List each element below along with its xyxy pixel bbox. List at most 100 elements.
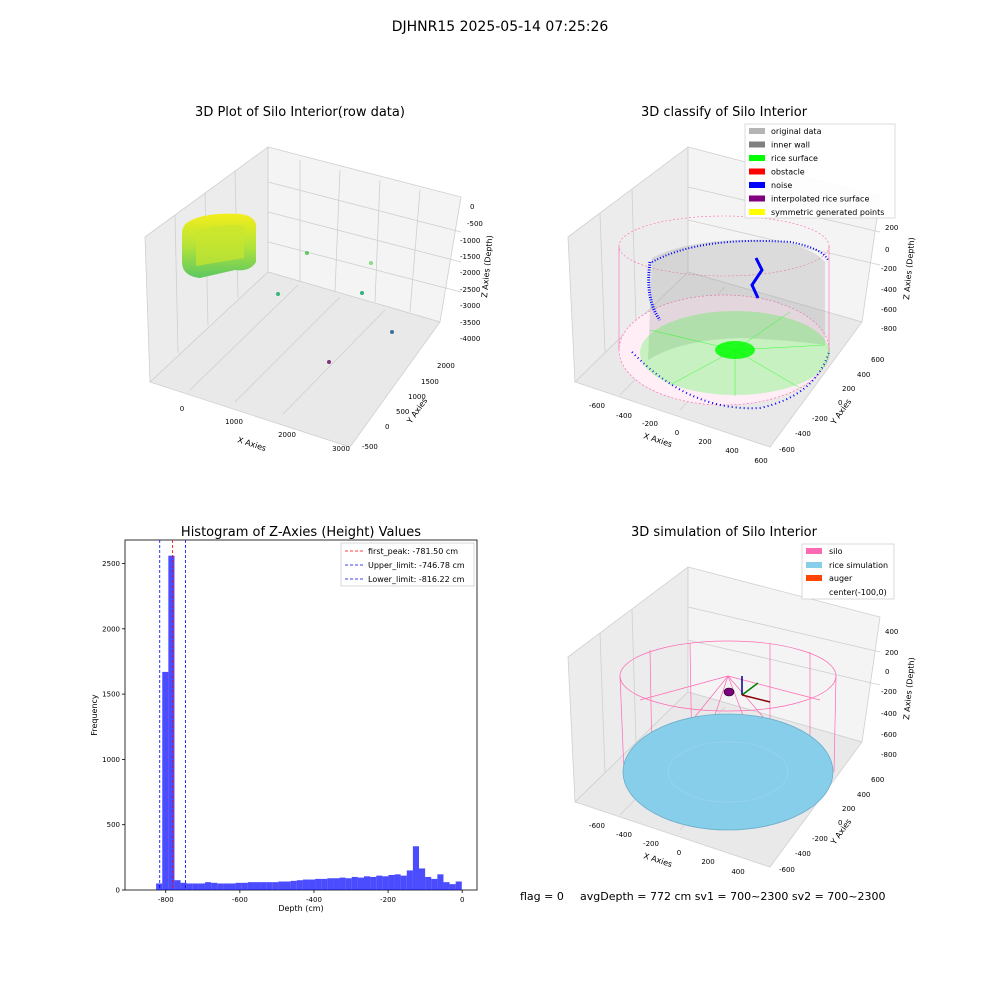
histogram-y-ticks: 0 500 1000 1500 2000 2500 (102, 560, 125, 895)
histogram-bar (321, 878, 328, 890)
simulation-x-tick: -200 (643, 840, 659, 848)
histogram-bar (431, 878, 438, 890)
histogram-bar (284, 881, 291, 890)
raw-z-tick: -1000 (460, 237, 480, 245)
legend-entry-inner-wall: inner wall (749, 141, 810, 150)
classify-x-tick: 600 (754, 457, 767, 465)
raw-x-label: X Axies (236, 435, 267, 453)
histogram-x-ticks: -800 -600 -400 -200 0 (158, 890, 464, 904)
raw-x-tick: 3000 (332, 445, 350, 453)
legend-label: auger (829, 574, 853, 583)
histogram-bar (449, 884, 456, 890)
classify-legend: original data inner wall rice surface ob… (744, 123, 896, 219)
histogram-bar (370, 876, 377, 890)
simulation-x-tick: 400 (731, 868, 744, 876)
histogram-bar (382, 876, 389, 890)
legend-entry-noise: noise (749, 181, 792, 190)
histogram-bar (290, 880, 297, 890)
histogram-bar (186, 883, 193, 890)
simulation-x-tick: 200 (701, 858, 714, 866)
classify-y-tick: 0 (838, 399, 842, 407)
legend-label: interpolated rice surface (771, 195, 869, 204)
histogram-x-tick-label: -800 (158, 896, 174, 904)
histogram-x-label: Depth (cm) (278, 904, 323, 913)
classify-y-tick: -400 (795, 430, 811, 438)
histogram-bar (308, 879, 316, 890)
simulation-3d-panel: 3D simulation of Silo Interior (567, 525, 916, 876)
legend-entry-symmetric: symmetric generated points (749, 208, 884, 217)
histogram-bar (180, 882, 187, 890)
classify-y-tick: 400 (857, 371, 870, 379)
raw-y-tick: -500 (362, 443, 378, 451)
simulation-z-tick: 0 (885, 668, 889, 676)
legend-label: obstacle (771, 168, 805, 177)
raw-z-label: Z Axies (Depth) (480, 235, 494, 298)
classify-x-tick: 400 (725, 447, 738, 455)
legend-label: rice simulation (829, 561, 888, 570)
histogram-bar (327, 878, 334, 890)
histogram-bar (406, 870, 413, 890)
histogram-bar (223, 883, 230, 890)
classify-z-ticks: 200 0 -200 -400 -600 -800 (881, 224, 898, 333)
raw-z-tick: -4000 (460, 335, 480, 343)
classify-x-tick: 0 (675, 429, 679, 437)
histogram-bar (302, 879, 309, 890)
raw-3d-box (144, 146, 462, 448)
legend-entry-lower-limit: Lower_limit: -816.22 cm (345, 575, 465, 584)
histogram-bar (174, 880, 181, 890)
simulation-z-tick: 200 (885, 649, 898, 657)
simulation-y-tick: 200 (842, 805, 855, 813)
raw-plot-title: 3D Plot of Silo Interior(row data) (195, 105, 405, 120)
classify-y-tick: 600 (871, 356, 884, 364)
simulation-auger (723, 676, 771, 703)
classify-x-tick: -600 (589, 402, 605, 410)
legend-label: inner wall (771, 141, 810, 150)
legend-entry-rice-simulation: rice simulation (806, 561, 888, 570)
histogram-y-tick-label: 0 (116, 887, 120, 895)
histogram-bar (162, 671, 169, 890)
histogram-bar (363, 876, 371, 890)
simulation-y-tick: -400 (795, 850, 811, 858)
classify-y-tick: -200 (812, 415, 828, 423)
histogram-bar (455, 881, 462, 890)
histogram-bar (198, 883, 206, 890)
footer-flag: flag = 0 (520, 890, 564, 903)
raw-y-tick: 500 (396, 408, 409, 416)
histogram-bar (253, 882, 261, 890)
histogram-bar (192, 883, 199, 890)
histogram-bar (437, 874, 444, 890)
legend-entry-silo: silo (806, 547, 843, 556)
classify-plot-title: 3D classify of Silo Interior (641, 105, 808, 120)
legend-label: silo (829, 547, 843, 556)
histogram-panel: Histogram of Z-Axies (Height) Values -80… (90, 525, 478, 913)
histogram-bar (394, 874, 401, 890)
legend-label: Lower_limit: -816.22 cm (368, 575, 465, 584)
raw-y-tick: 2000 (437, 362, 455, 370)
legend-entry-obstacle: obstacle (749, 168, 805, 177)
simulation-rice-texture (667, 741, 789, 803)
simulation-y-tick: -600 (779, 866, 795, 874)
classify-x-tick: -400 (616, 412, 632, 420)
simulation-y-tick: 600 (871, 776, 884, 784)
simulation-z-tick: -800 (881, 751, 897, 759)
legend-label: noise (771, 181, 792, 190)
histogram-bar (388, 874, 395, 890)
classify-z-tick: 0 (885, 246, 889, 254)
classify-y-tick: 200 (842, 385, 855, 393)
simulation-z-tick: -400 (881, 710, 897, 718)
legend-label: center(-100,0) (829, 588, 887, 597)
histogram-bar (412, 846, 420, 890)
histogram-bar (272, 882, 279, 890)
legend-label: first_peak: -781.50 cm (368, 547, 458, 556)
legend-entry-rice-surface: rice surface (749, 154, 818, 163)
histogram-bar (400, 875, 407, 890)
raw-z-tick: -2500 (460, 286, 480, 294)
histogram-bar (443, 882, 450, 890)
simulation-x-tick: -400 (616, 831, 632, 839)
raw-z-tick: -2000 (460, 269, 480, 277)
legend-entry-original: original data (749, 127, 822, 136)
raw-y-tick: 1000 (408, 393, 426, 401)
histogram-bar (217, 883, 224, 890)
histogram-bar (345, 878, 352, 890)
